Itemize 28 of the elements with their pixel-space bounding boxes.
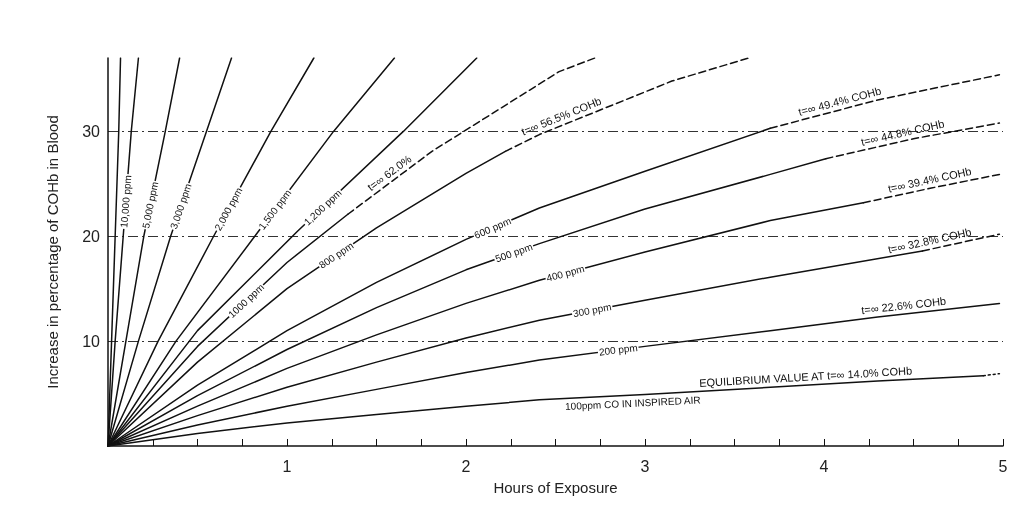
- y-tick-label: 20: [82, 227, 101, 245]
- x-tick-label: 2: [461, 457, 471, 475]
- y-tick-label: 10: [82, 332, 101, 350]
- y-axis-title: Increase in percentage of COHb in Blood: [44, 115, 61, 389]
- text: 400 ppm: [545, 262, 586, 284]
- text: 600 ppm: [472, 215, 513, 241]
- text: 800 ppm: [317, 239, 356, 271]
- series-label: 100ppm CO IN INSPIRED AIR: [564, 394, 701, 413]
- x-axis-title: Hours of Exposure: [493, 479, 618, 496]
- text: 200 ppm: [598, 341, 639, 358]
- annotation: t=∞ 56.5% COHb: [519, 94, 603, 138]
- text: 300 ppm: [572, 301, 613, 320]
- text: 500 ppm: [493, 241, 534, 265]
- y-tick-label: 30: [82, 122, 101, 140]
- annotation: t=∞ 44.8% COHb: [859, 117, 946, 148]
- annotation: t=∞ 32.8% COHb: [886, 225, 973, 256]
- x-tick-label: 1: [282, 457, 292, 475]
- annotation: t=∞ 22.6% COHb: [860, 294, 947, 317]
- x-tick-label: 5: [998, 457, 1008, 475]
- x-tick-label: 4: [819, 457, 829, 475]
- text: 2,000 ppm: [212, 185, 245, 233]
- annotation: t=∞ 49.4% COHb: [797, 84, 883, 118]
- text: 3,000 ppm: [168, 182, 194, 231]
- text: 5,000 ppm: [140, 180, 161, 230]
- annotation: EQUILIBRIUM VALUE AT t=∞ 14.0% COHb: [698, 364, 913, 389]
- x-tick-label: 3: [640, 457, 650, 475]
- text: 10,000 ppm: [118, 174, 134, 229]
- annotation: t=∞ 39.4% COHb: [886, 164, 973, 195]
